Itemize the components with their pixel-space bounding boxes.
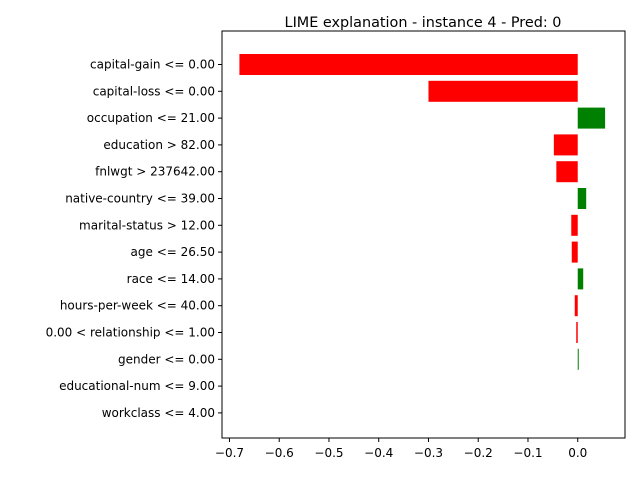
bar bbox=[576, 322, 578, 343]
y-tick-label: marital-status > 12.00 bbox=[79, 218, 215, 232]
x-tick-label: −0.2 bbox=[464, 446, 493, 460]
y-tick-labels: capital-gain <= 0.00 capital-loss <= 0.00… bbox=[46, 58, 222, 420]
x-tick-labels: −0.7 −0.6 −0.5 −0.4 −0.3 −0.2 −0.1 0.0 bbox=[215, 438, 587, 460]
x-tick-label: −0.3 bbox=[414, 446, 443, 460]
bar bbox=[577, 268, 584, 290]
bar bbox=[428, 80, 578, 102]
y-tick-label: age <= 26.50 bbox=[131, 245, 215, 259]
y-tick-label: capital-loss <= 0.00 bbox=[93, 84, 215, 98]
y-tick-label: educational-num <= 9.00 bbox=[59, 379, 215, 393]
x-tick-label: −0.4 bbox=[364, 446, 393, 460]
y-tick-label: hours-per-week <= 40.00 bbox=[60, 299, 215, 313]
bar bbox=[577, 348, 579, 370]
bar bbox=[571, 214, 578, 236]
bar bbox=[571, 241, 578, 263]
y-tick-label: workclass <= 4.00 bbox=[102, 406, 215, 420]
y-tick-label: occupation <= 21.00 bbox=[87, 111, 215, 125]
x-tick-label: 0.0 bbox=[568, 446, 587, 460]
y-tick-label: 0.00 < relationship <= 1.00 bbox=[46, 326, 215, 340]
bar bbox=[556, 161, 578, 183]
bar bbox=[577, 188, 587, 209]
y-tick-label: race <= 14.00 bbox=[127, 272, 215, 286]
bar bbox=[574, 295, 578, 317]
bar bbox=[239, 54, 578, 75]
y-tick-label: capital-gain <= 0.00 bbox=[90, 58, 215, 72]
plot-frame bbox=[221, 30, 626, 439]
y-tick-label: native-country <= 39.00 bbox=[65, 192, 215, 206]
bar bbox=[553, 134, 578, 156]
chart-title: LIME explanation - instance 4 - Pred: 0 bbox=[285, 15, 562, 31]
y-tick-label: education > 82.00 bbox=[103, 138, 215, 152]
bar bbox=[577, 107, 606, 129]
x-tick-label: −0.7 bbox=[215, 446, 244, 460]
x-tick-label: −0.5 bbox=[314, 446, 343, 460]
x-tick-label: −0.1 bbox=[513, 446, 542, 460]
y-tick-label: gender <= 0.00 bbox=[118, 352, 215, 366]
y-tick-label: fnlwgt > 237642.00 bbox=[95, 165, 215, 179]
bars-group bbox=[239, 54, 606, 370]
x-tick-label: −0.6 bbox=[265, 446, 294, 460]
